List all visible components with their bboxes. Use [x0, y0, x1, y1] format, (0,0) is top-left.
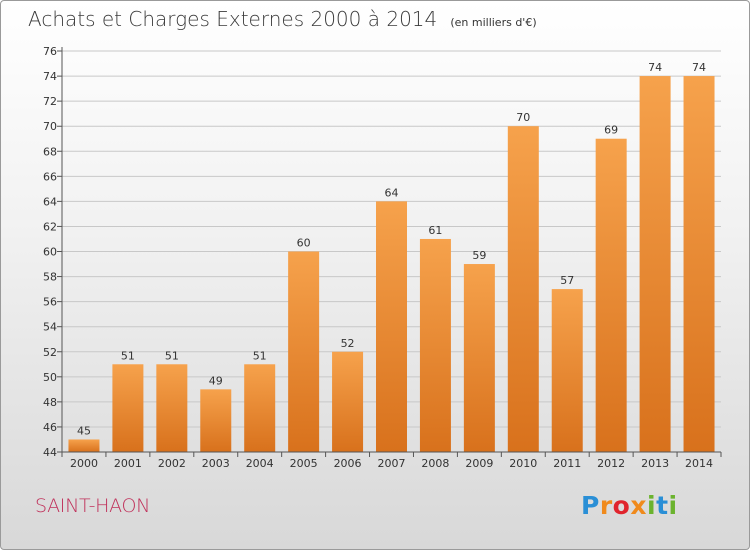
brand-letter: t [656, 491, 669, 520]
x-tick-label-2008: 2008 [421, 457, 449, 470]
bar-2009 [463, 264, 495, 452]
x-tick-label-2014: 2014 [685, 457, 713, 470]
bar-2001 [112, 364, 144, 452]
y-tick-label: 74 [43, 70, 57, 83]
value-label-2003: 49 [209, 374, 223, 387]
bar-2005 [288, 251, 320, 452]
y-tick-label: 58 [43, 271, 57, 284]
y-tick-label: 72 [43, 95, 57, 108]
y-tick-label: 60 [43, 246, 57, 259]
value-label-2009: 59 [472, 249, 486, 262]
value-label-2007: 64 [385, 186, 399, 199]
chart-subtitle: (en milliers d'€) [450, 16, 537, 29]
bar-2000 [68, 439, 100, 452]
x-tick-label-2001: 2001 [114, 457, 142, 470]
bar-2014 [683, 76, 715, 452]
y-tick-label: 50 [43, 371, 57, 384]
bar-2011 [551, 289, 583, 452]
brand-letter: x [630, 491, 647, 520]
x-tick-label-2004: 2004 [246, 457, 274, 470]
value-label-2013: 74 [648, 61, 662, 74]
x-tick-label-2006: 2006 [334, 457, 362, 470]
y-tick-label: 76 [43, 45, 57, 58]
x-tick-label-2009: 2009 [465, 457, 493, 470]
y-tick-label: 44 [43, 446, 57, 459]
bar-2013 [639, 76, 671, 452]
value-label-2011: 57 [560, 274, 574, 287]
x-tick-label-2012: 2012 [597, 457, 625, 470]
brand-logo: Proxiti [581, 491, 678, 520]
value-label-2014: 74 [692, 61, 706, 74]
value-label-2004: 51 [253, 349, 267, 362]
value-label-2000: 45 [77, 424, 91, 437]
brand-letter: r [599, 491, 613, 520]
bars [68, 76, 715, 452]
bar-2006 [332, 351, 364, 452]
brand-letter: P [581, 491, 600, 520]
x-tick-label-2000: 2000 [70, 457, 98, 470]
x-tick-label-2007: 2007 [378, 457, 406, 470]
x-tick-label-2002: 2002 [158, 457, 186, 470]
y-tick-label: 62 [43, 220, 57, 233]
axes [57, 47, 722, 457]
title-row: Achats et Charges Externes 2000 à 2014 (… [28, 7, 537, 31]
value-label-2012: 69 [604, 124, 618, 137]
x-tick-label-2005: 2005 [290, 457, 318, 470]
value-label-2010: 70 [516, 111, 530, 124]
y-tick-label: 66 [43, 170, 57, 183]
y-tick-label: 56 [43, 296, 57, 309]
y-tick-label: 46 [43, 421, 57, 434]
commune-name: SAINT-HAON [35, 495, 151, 517]
x-tick-label-2013: 2013 [641, 457, 669, 470]
bar-2010 [507, 126, 539, 452]
value-label-2002: 51 [165, 349, 179, 362]
bar-2004 [244, 364, 276, 452]
bar-2003 [200, 389, 232, 452]
brand-letter: o [612, 491, 631, 520]
chart-title: Achats et Charges Externes 2000 à 2014 [28, 7, 438, 31]
y-tick-label: 48 [43, 396, 57, 409]
y-tick-label: 54 [43, 321, 57, 334]
brand-letter: i [668, 491, 678, 520]
x-tick-label-2011: 2011 [553, 457, 581, 470]
value-label-2006: 52 [341, 337, 355, 350]
labels: 44 46 48 50 52 54 56 58 60 62 64 66 68 70 72 74 76 45 2000… [43, 45, 713, 470]
y-tick-label: 52 [43, 346, 57, 359]
bar-2008 [419, 238, 451, 452]
y-tick-label: 64 [43, 195, 57, 208]
bar-2007 [376, 201, 407, 452]
bar-2002 [156, 364, 188, 452]
value-label-2005: 60 [297, 237, 311, 250]
x-tick-label-2003: 2003 [202, 457, 230, 470]
y-tick-label: 68 [43, 145, 57, 158]
value-label-2001: 51 [121, 349, 135, 362]
y-tick-label: 70 [43, 120, 57, 133]
brand-letter: i [647, 491, 657, 520]
x-tick-label-2010: 2010 [509, 457, 537, 470]
bar-2012 [595, 138, 627, 452]
value-label-2008: 61 [428, 224, 442, 237]
